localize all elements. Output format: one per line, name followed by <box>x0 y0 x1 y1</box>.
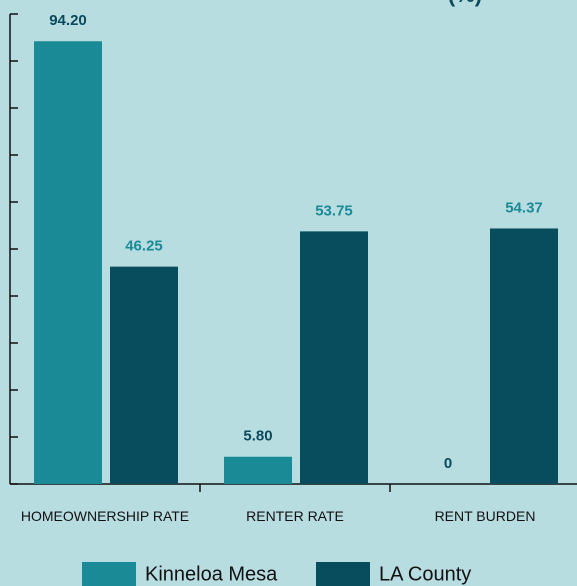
value-label: 46.25 <box>125 238 163 255</box>
value-label: 53.75 <box>315 202 353 219</box>
value-label: 54.37 <box>505 199 543 216</box>
bar <box>34 41 102 484</box>
x-tick-label: HOMEOWNERSHIP RATE <box>20 508 190 524</box>
legend-label: Kinneloa Mesa <box>145 563 278 585</box>
legend-label: LA County <box>379 563 471 585</box>
legend-swatch <box>316 562 370 586</box>
bar <box>300 231 368 484</box>
value-label: 5.80 <box>243 428 272 445</box>
value-label: 94.20 <box>49 12 87 29</box>
bar <box>224 456 292 484</box>
bar <box>490 228 558 484</box>
legend-swatch <box>82 562 136 586</box>
bar <box>110 266 178 484</box>
x-tick-label: RENT BURDEN <box>434 508 536 524</box>
x-tick-label: RENTER RATE <box>246 508 344 524</box>
value-label: 0 <box>444 455 452 472</box>
chart-title: (%) <box>448 0 482 7</box>
